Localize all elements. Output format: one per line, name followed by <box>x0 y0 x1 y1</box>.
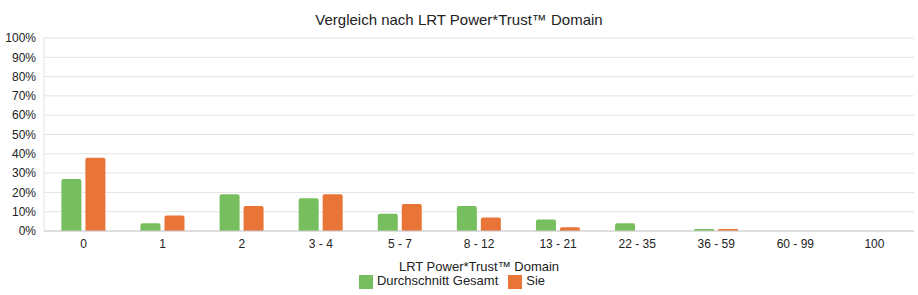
svg-text:LRT Power*Trust™ Domain: LRT Power*Trust™ Domain <box>399 259 559 274</box>
svg-text:36 - 59: 36 - 59 <box>698 237 736 251</box>
svg-text:70%: 70% <box>12 89 36 103</box>
svg-text:100%: 100% <box>8 32 36 45</box>
svg-text:20%: 20% <box>12 186 36 200</box>
svg-text:80%: 80% <box>12 70 36 84</box>
svg-text:10%: 10% <box>12 205 36 219</box>
html-text:Sie: Sie <box>526 273 546 288</box>
svg-text:0%: 0% <box>19 224 37 238</box>
svg-text:30%: 30% <box>12 166 36 180</box>
svg-text:3 - 4: 3 - 4 <box>309 237 333 251</box>
svg-text:8 - 12: 8 - 12 <box>464 237 495 251</box>
svg-text:0: 0 <box>80 237 87 251</box>
svg-text:1: 1 <box>159 237 166 251</box>
svg-text:13 - 21: 13 - 21 <box>539 237 577 251</box>
html-text:Vergleich nach LRT Power*Trust: Vergleich nach LRT Power*Trust™ Domain <box>315 11 603 28</box>
html-text:Durchschnitt Gesamt: Durchschnitt Gesamt <box>376 273 499 288</box>
svg-text:2: 2 <box>238 237 245 251</box>
svg-text:90%: 90% <box>12 51 36 65</box>
svg-text:50%: 50% <box>12 128 36 142</box>
svg-text:5 - 7: 5 - 7 <box>388 237 412 251</box>
svg-text:40%: 40% <box>12 147 36 161</box>
svg-text:60%: 60% <box>12 108 36 122</box>
svg-text:22 - 35: 22 - 35 <box>619 237 657 251</box>
svg-text:100: 100 <box>864 237 884 251</box>
svg-text:60 - 99: 60 - 99 <box>777 237 815 251</box>
